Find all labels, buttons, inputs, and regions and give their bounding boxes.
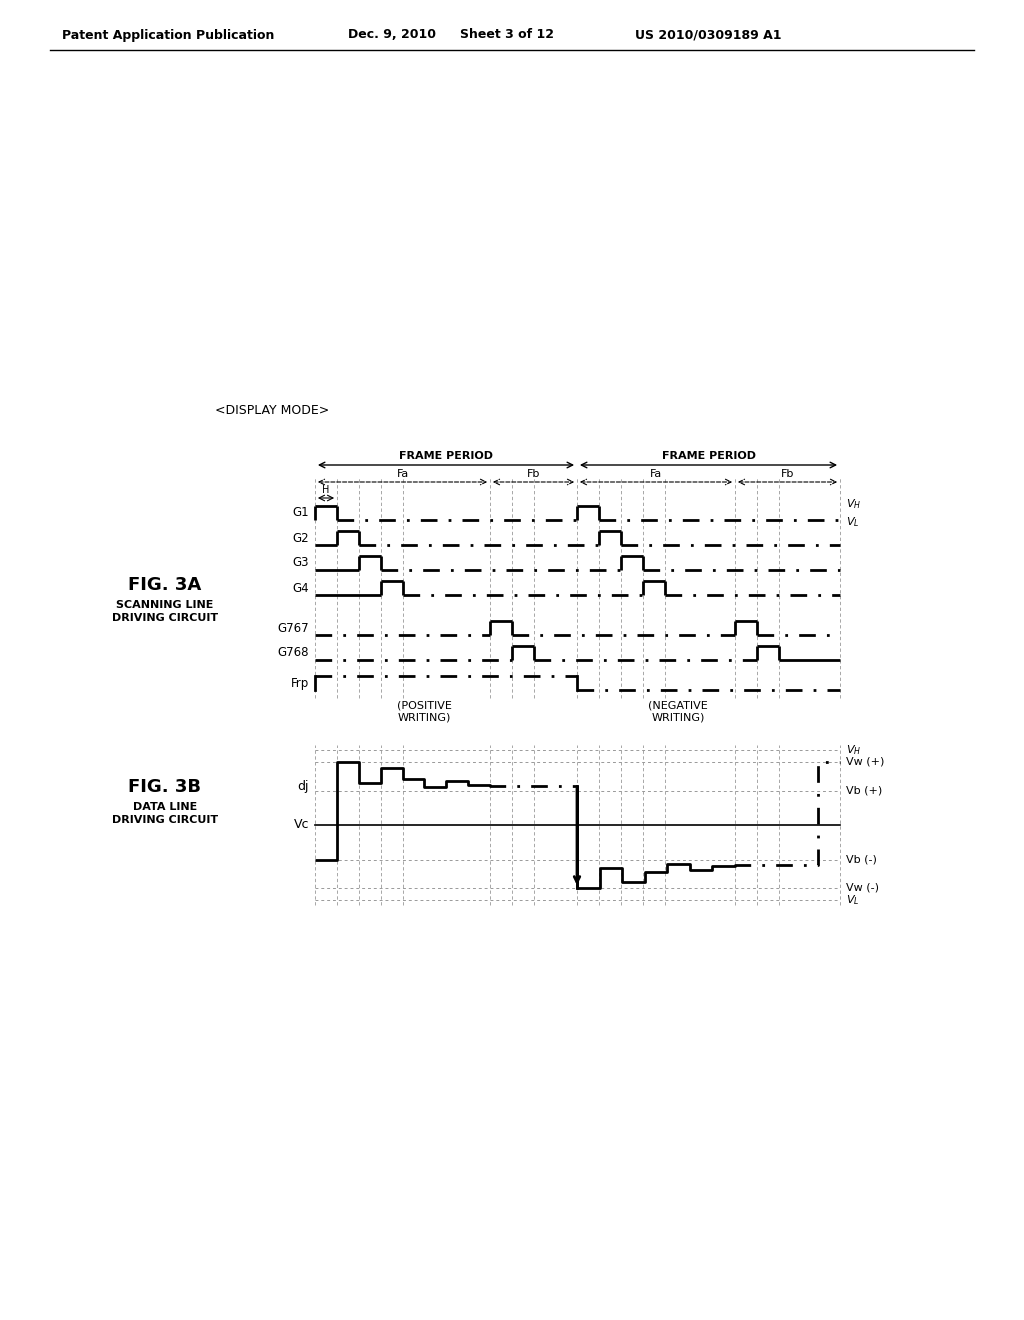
Text: Vw (-): Vw (-) <box>846 883 879 894</box>
Text: G768: G768 <box>278 647 309 660</box>
Text: WRITING): WRITING) <box>397 711 452 722</box>
Text: Fb: Fb <box>781 469 795 479</box>
Text: DRIVING CIRCUIT: DRIVING CIRCUIT <box>112 814 218 825</box>
Text: $V_H$: $V_H$ <box>846 498 861 511</box>
Text: G1: G1 <box>293 507 309 520</box>
Text: Fa: Fa <box>396 469 409 479</box>
Text: WRITING): WRITING) <box>651 711 705 722</box>
Text: Vc: Vc <box>294 818 309 832</box>
Text: $V_H$: $V_H$ <box>846 743 861 756</box>
Text: US 2010/0309189 A1: US 2010/0309189 A1 <box>635 29 781 41</box>
Text: DATA LINE: DATA LINE <box>133 803 198 812</box>
Text: Sheet 3 of 12: Sheet 3 of 12 <box>460 29 554 41</box>
Text: FIG. 3B: FIG. 3B <box>128 777 202 796</box>
Text: Fb: Fb <box>526 469 541 479</box>
Text: FRAME PERIOD: FRAME PERIOD <box>662 451 756 461</box>
Text: G4: G4 <box>293 582 309 594</box>
Text: (NEGATIVE: (NEGATIVE <box>648 701 708 711</box>
Text: Fa: Fa <box>650 469 663 479</box>
Text: $V_L$: $V_L$ <box>846 894 859 907</box>
Text: DRIVING CIRCUIT: DRIVING CIRCUIT <box>112 612 218 623</box>
Text: FIG. 3A: FIG. 3A <box>128 576 202 594</box>
Text: G3: G3 <box>293 557 309 569</box>
Text: FRAME PERIOD: FRAME PERIOD <box>399 451 493 461</box>
Text: $V_L$: $V_L$ <box>846 515 859 529</box>
Text: SCANNING LINE: SCANNING LINE <box>117 601 214 610</box>
Text: Frp: Frp <box>291 676 309 689</box>
Text: Vb (-): Vb (-) <box>846 854 877 865</box>
Text: Vb (+): Vb (+) <box>846 785 883 796</box>
Text: Vw (+): Vw (+) <box>846 756 885 767</box>
Text: Dec. 9, 2010: Dec. 9, 2010 <box>348 29 436 41</box>
Text: dj: dj <box>298 780 309 793</box>
Text: <DISPLAY MODE>: <DISPLAY MODE> <box>215 404 330 417</box>
Text: G767: G767 <box>278 622 309 635</box>
Text: Patent Application Publication: Patent Application Publication <box>62 29 274 41</box>
Text: (POSITIVE: (POSITIVE <box>397 701 452 711</box>
Text: G2: G2 <box>293 532 309 544</box>
Text: H: H <box>323 484 330 495</box>
